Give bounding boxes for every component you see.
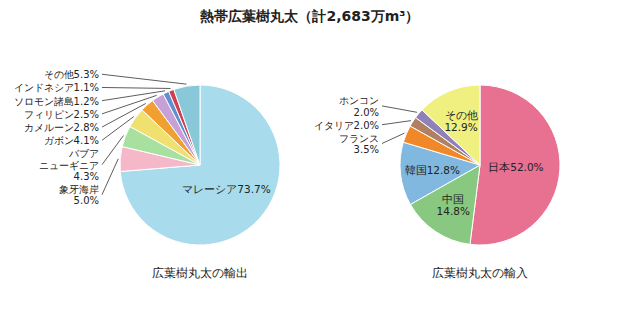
leader-line — [102, 95, 157, 114]
slice-label-line: インドネシア1.1% — [14, 82, 99, 93]
pie-title-line: 広葉樹丸太の輸入 — [432, 266, 528, 280]
chart-title: 熱帯広葉樹丸太（計2,683万m³） — [199, 8, 419, 24]
slice-label: ソロモン諸島1.2% — [14, 95, 99, 106]
slice-label-line: フィリピン2.5% — [24, 108, 99, 119]
slice-label-line: ホンコン — [339, 95, 379, 106]
slice-label: ホンコン2.0% — [339, 95, 379, 117]
slice-label: マレーシア73.7% — [182, 183, 270, 195]
leader-line — [382, 133, 404, 143]
slice-label-line: 3.5% — [354, 144, 379, 155]
slice-label-line: バブア — [68, 148, 99, 159]
chart: 熱帯広葉樹丸太（計2,683万m³） マレーシア73.7% その他5.3% インドネシ… — [0, 0, 620, 318]
slice-label: その他5.3% — [44, 69, 99, 80]
labels: マレーシア73.7% その他5.3% インドネシア1.1% ソロモン諸島1.2% フィリ… — [14, 69, 271, 206]
leader-line — [382, 106, 417, 112]
slice-label-line: フランス — [339, 132, 379, 143]
slice-label-line: その他5.3% — [44, 69, 99, 80]
leader-line — [102, 159, 118, 195]
pie-title: 広葉樹丸太の輸出 — [152, 266, 248, 280]
leader-line — [102, 74, 186, 84]
slice-label-line: 12.9% — [444, 121, 477, 133]
leader-line — [382, 121, 411, 125]
slice-label-line: イタリア2.0% — [314, 119, 379, 130]
pie-title-line: 広葉樹丸太の輸出 — [152, 266, 248, 280]
slice-label: インドネシア1.1% — [14, 82, 99, 93]
slice-label-line: 日本52.0% — [488, 161, 543, 173]
slice-label-line: ソロモン諸島1.2% — [14, 95, 99, 106]
slice-label-line: 象牙海岸 — [59, 184, 99, 195]
slice-label: ガボン4.1% — [44, 135, 99, 146]
leader-line — [102, 117, 134, 141]
slice-label: 韓国12.8% — [405, 164, 460, 176]
slice-label: その他12.9% — [444, 109, 477, 133]
labels: 日本52.0% 中国14.8% 韓国12.8% その他12.9% ホンコン2.0% イタリ… — [314, 95, 544, 217]
pie-slice — [470, 85, 560, 245]
slice-label: 中国14.8% — [437, 193, 470, 217]
slice-label-line: 2.0% — [354, 106, 379, 117]
slice-label-line: ガボン4.1% — [44, 135, 99, 146]
slice-label-line: 韓国12.8% — [405, 164, 460, 176]
slice-label-line: マレーシア73.7% — [182, 183, 270, 195]
slice-label-line: 4.3% — [74, 170, 99, 181]
pie-slice — [120, 85, 280, 245]
chart-title-line: 熱帯広葉樹丸太（計2,683万m³） — [199, 8, 419, 24]
slice-label: フィリピン2.5% — [24, 108, 99, 119]
slice-label-line: カメルーン2.8% — [24, 122, 99, 133]
leader-line — [102, 87, 171, 88]
pie-slice — [174, 85, 200, 165]
slice-label-line: 中国 — [442, 193, 464, 205]
pie-title: 広葉樹丸太の輸入 — [432, 266, 528, 280]
slice-label: 日本52.0% — [488, 161, 543, 173]
pie-slice — [422, 85, 480, 165]
slice-label-line: その他 — [445, 109, 478, 121]
pie — [120, 85, 280, 245]
slice-label: カメルーン2.8% — [24, 122, 99, 133]
pie — [400, 85, 560, 245]
slice-label: イタリア2.0% — [314, 119, 379, 130]
slice-label: バブアニューギニア4.3% — [39, 148, 99, 181]
slice-label-line: 14.8% — [437, 205, 470, 217]
slice-label-line: ニューギニア — [39, 159, 99, 170]
slice-label: 象牙海岸5.0% — [59, 184, 99, 206]
slice-label: フランス3.5% — [339, 132, 379, 154]
slice-label-line: 5.0% — [74, 195, 99, 206]
leader-line — [102, 136, 123, 165]
